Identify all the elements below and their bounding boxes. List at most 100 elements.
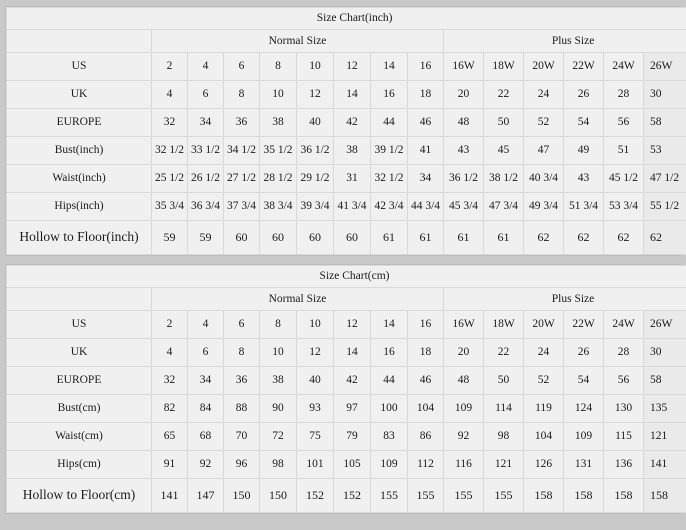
table-cell: 8 <box>223 338 260 367</box>
table-cell: 29 1/2 <box>296 164 334 193</box>
table-cell: 12 <box>296 80 334 109</box>
title-row: Size Chart(cm) <box>5 265 686 288</box>
table-cell: 18W <box>483 52 524 81</box>
table-cell: 115 <box>603 422 644 451</box>
table-cell: 42 <box>333 108 371 137</box>
table-cell: 61 <box>483 220 524 255</box>
table-cell: 6 <box>223 52 260 81</box>
table-cell: 62 <box>642 220 686 255</box>
table-cell: 47 1/2 <box>642 164 686 193</box>
table-cell: 158 <box>523 478 564 513</box>
table-cell: 147 <box>187 478 224 513</box>
table-cell: 55 1/2 <box>642 192 686 221</box>
table-cell: 121 <box>642 422 686 451</box>
table-cell: 16 <box>407 52 444 81</box>
table-cell: 46 <box>407 108 444 137</box>
table-cell: 43 <box>563 164 604 193</box>
table-cell: 38 <box>259 108 297 137</box>
table-cell: 26 <box>563 80 604 109</box>
row-label: Bust(inch) <box>6 136 152 165</box>
table-cell: 6 <box>187 338 224 367</box>
table-cell: 53 3/4 <box>603 192 644 221</box>
table-cell: 4 <box>151 80 188 109</box>
table-row: UK 4 6 8 10 12 14 16 18 20 22 24 26 28 30 <box>6 80 686 109</box>
table-cell: 61 <box>407 220 444 255</box>
row-label: Hips(inch) <box>6 192 152 221</box>
table-cell: 43 <box>443 136 484 165</box>
table-cell: 6 <box>223 310 260 339</box>
table-cell: 44 <box>370 366 408 395</box>
table-cell: 155 <box>443 478 484 513</box>
table-cell: 48 <box>443 366 484 395</box>
table-cell: 54 <box>563 366 604 395</box>
table-cell: 14 <box>370 310 408 339</box>
row-label: Waist(cm) <box>6 422 152 451</box>
table-cell: 47 3/4 <box>483 192 524 221</box>
chart-separator <box>5 256 681 264</box>
group-header-row: Normal Size Plus Size <box>6 287 686 311</box>
table-cell: 14 <box>370 52 408 81</box>
table-row: Hollow to Floor(cm) 141 147 150 150 152 152 155… <box>6 478 686 513</box>
table-cell: 58 <box>642 108 686 137</box>
row-label: EUROPE <box>6 366 152 395</box>
table-cell: 20 <box>443 338 484 367</box>
table-cell: 52 <box>523 366 564 395</box>
table-cell: 12 <box>333 52 371 81</box>
table-cell: 4 <box>187 52 224 81</box>
table-cell: 62 <box>563 220 604 255</box>
row-label: EUROPE <box>6 108 152 137</box>
table-cell: 18 <box>407 338 444 367</box>
group-header-normal-size: Normal Size <box>151 287 444 311</box>
table-cell: 4 <box>151 338 188 367</box>
size-table-cm: Size Chart(cm) Normal Size Plus Size US 2 4 6… <box>5 265 686 513</box>
header-corner-cell <box>6 29 152 53</box>
table-cell: 46 <box>407 366 444 395</box>
table-cell: 38 <box>259 366 297 395</box>
table-row: US 2 4 6 8 10 12 14 16 16W 18W 20W 22W 24W 26W <box>6 52 686 81</box>
table-cell: 152 <box>333 478 371 513</box>
table-cell: 101 <box>296 450 334 479</box>
table-cell: 116 <box>443 450 484 479</box>
table-cell: 68 <box>187 422 224 451</box>
table-cell: 24 <box>523 338 564 367</box>
table-cell: 42 <box>333 366 371 395</box>
table-cell: 18W <box>483 310 524 339</box>
table-cell: 24W <box>603 310 644 339</box>
table-cell: 30 <box>642 338 686 367</box>
table-cell: 45 1/2 <box>603 164 644 193</box>
table-cell: 83 <box>370 422 408 451</box>
table-cell: 86 <box>407 422 444 451</box>
row-label: Waist(inch) <box>6 164 152 193</box>
table-cell: 92 <box>443 422 484 451</box>
table-cell: 10 <box>296 52 334 81</box>
table-cell: 10 <box>259 338 297 367</box>
table-cell: 4 <box>187 310 224 339</box>
table-cell: 60 <box>296 220 334 255</box>
table-cell: 98 <box>483 422 524 451</box>
table-cell: 109 <box>443 394 484 423</box>
table-cell: 44 3/4 <box>407 192 444 221</box>
table-cell: 36 <box>223 108 260 137</box>
table-cell: 59 <box>151 220 188 255</box>
table-cell: 16W <box>443 52 484 81</box>
table-cell: 88 <box>223 394 260 423</box>
table-cell: 28 1/2 <box>259 164 297 193</box>
table-cell: 124 <box>563 394 604 423</box>
table-cell: 32 <box>151 108 188 137</box>
table-cell: 2 <box>151 310 188 339</box>
table-cell: 49 <box>563 136 604 165</box>
table-cell: 47 <box>523 136 564 165</box>
table-cell: 2 <box>151 52 188 81</box>
table-cell: 97 <box>333 394 371 423</box>
row-label: Bust(cm) <box>6 394 152 423</box>
table-cell: 26W <box>642 310 686 339</box>
table-cell: 22W <box>563 310 604 339</box>
table-cell: 53 <box>642 136 686 165</box>
table-row: EUROPE 32 34 36 38 40 42 44 46 48 50 52 54 56 58 <box>6 108 686 137</box>
table-cell: 22 <box>483 80 524 109</box>
table-cell: 26 <box>563 338 604 367</box>
table-cell: 38 3/4 <box>259 192 297 221</box>
table-cell: 109 <box>370 450 408 479</box>
table-cell: 52 <box>523 108 564 137</box>
table-cell: 119 <box>523 394 564 423</box>
